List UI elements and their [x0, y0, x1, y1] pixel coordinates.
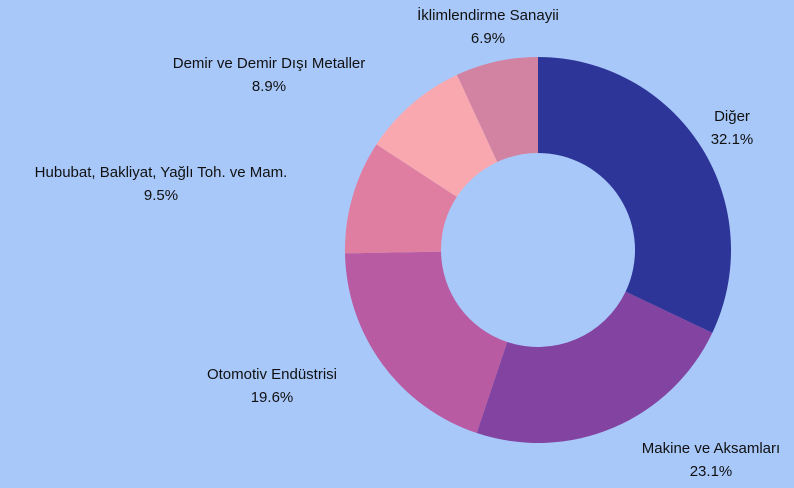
slice-value-label: 23.1%	[690, 463, 733, 480]
slice-value-label: 8.9%	[252, 78, 286, 95]
donut-slice	[376, 74, 498, 197]
donut-slice	[538, 57, 732, 333]
slice-value-label: 6.9%	[471, 30, 505, 47]
slice-label: Otomotiv Endüstrisi	[207, 366, 337, 383]
slice-value-label: 19.6%	[251, 389, 294, 406]
slice-label: Hububat, Bakliyat, Yağlı Toh. ve Mam.	[35, 164, 288, 181]
donut-slice	[456, 57, 538, 162]
slice-value-label: 9.5%	[144, 187, 178, 204]
slice-label: Diğer	[714, 108, 750, 125]
slice-label: Demir ve Demir Dışı Metaller	[173, 55, 366, 72]
donut-slice	[345, 251, 508, 434]
slice-label: İklimlendirme Sanayii	[417, 6, 559, 24]
slice-label: Makine ve Aksamları	[642, 440, 780, 457]
donut-slice	[345, 144, 457, 254]
donut-slice	[476, 291, 713, 443]
slice-value-label: 32.1%	[711, 131, 754, 148]
